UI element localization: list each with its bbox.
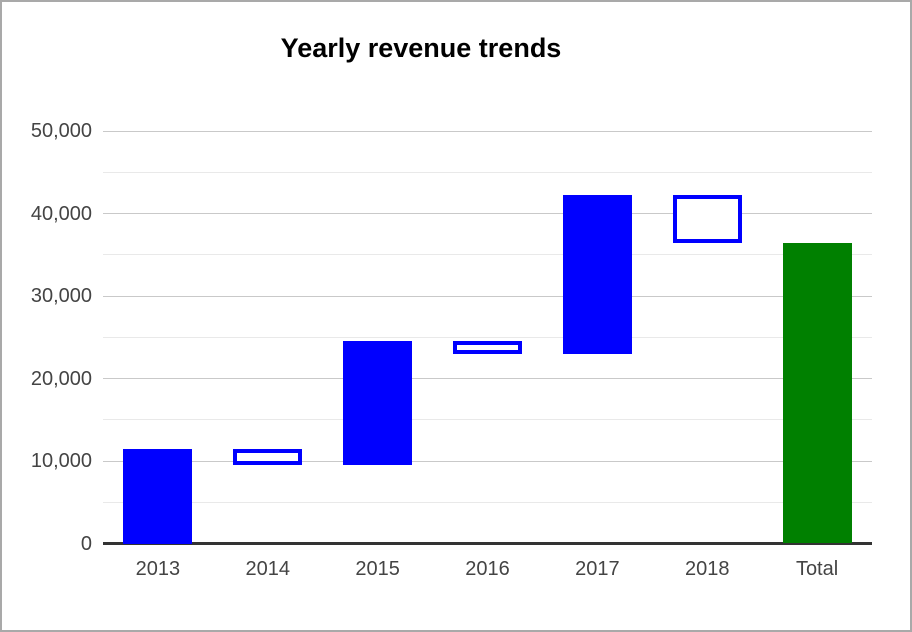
x-tick-label-2013: 2013 xyxy=(135,558,181,580)
x-tick-label-2014: 2014 xyxy=(245,558,291,580)
bar-2018 xyxy=(672,195,742,244)
bar-2016 xyxy=(453,341,522,354)
y-tick-label-40000: 40,000 xyxy=(30,202,92,225)
x-tick-label-2015: 2015 xyxy=(355,558,400,580)
major-gridline-20000 xyxy=(103,378,872,379)
major-gridline-40000 xyxy=(103,213,872,214)
y-tick-label-50000: 50,000 xyxy=(30,120,92,142)
minor-gridline-45000 xyxy=(103,171,872,173)
minor-gridline-15000 xyxy=(103,419,872,421)
bar-2017 xyxy=(562,195,632,354)
y-tick-label-10000: 10,000 xyxy=(30,450,92,472)
major-gridline-30000 xyxy=(103,295,872,297)
y-tick-label-20000: 20,000 xyxy=(30,367,92,390)
bar-2014 xyxy=(233,448,303,466)
chart-title: Yearly revenue trends xyxy=(280,33,562,63)
bar-total xyxy=(782,243,852,544)
y-tick-label-30000: 30,000 xyxy=(30,285,92,307)
minor-gridline-5000 xyxy=(103,501,872,503)
major-gridline-10000 xyxy=(103,460,872,462)
minor-gridline-35000 xyxy=(103,254,872,256)
major-gridline-50000 xyxy=(103,130,872,132)
x-tick-label-2016: 2016 xyxy=(465,558,510,580)
x-tick-label-total: Total xyxy=(795,558,839,580)
y-tick-label-0: 0 xyxy=(80,532,92,555)
bar-2015 xyxy=(343,341,413,466)
x-tick-label-2017: 2017 xyxy=(575,558,620,580)
minor-gridline-25000 xyxy=(103,336,872,338)
x-axis-baseline xyxy=(103,542,872,545)
x-tick-label-2018: 2018 xyxy=(684,558,730,580)
bar-2013 xyxy=(123,448,193,544)
